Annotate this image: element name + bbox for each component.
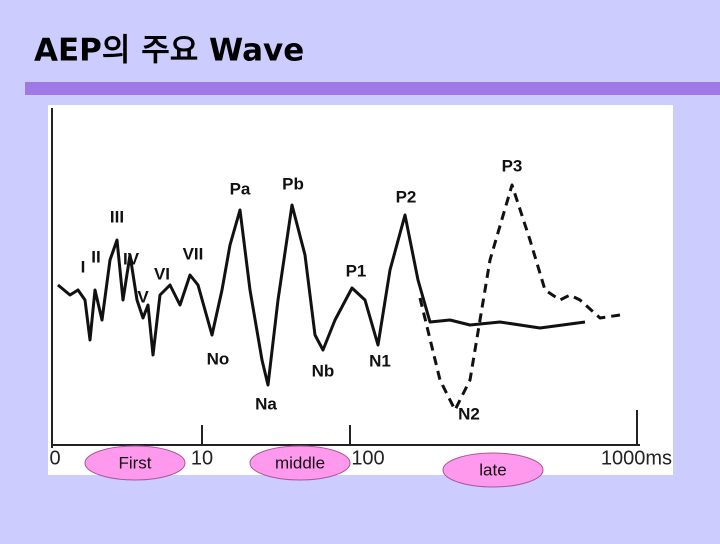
phase-label: First (118, 453, 151, 472)
peak-label: P3 (502, 156, 523, 175)
peak-label: V (137, 287, 149, 306)
peak-label: VI (154, 264, 170, 283)
peak-label: IV (123, 249, 140, 268)
peak-label: Nb (312, 361, 335, 380)
axis-label: 100 (351, 447, 384, 469)
phase-badge (249, 445, 351, 481)
axis-label: 1000ms (601, 447, 672, 469)
peak-label: N1 (369, 351, 391, 370)
figure-panel (48, 105, 673, 475)
phase-badge (84, 445, 186, 481)
peak-label: P1 (346, 261, 367, 280)
phase-badge (442, 452, 544, 488)
peak-label: III (110, 207, 124, 226)
phase-label: middle (275, 453, 325, 472)
peak-label: Pb (282, 174, 304, 193)
waveform (57, 203, 586, 387)
peak-label: VII (183, 244, 204, 263)
axis-label: 10 (191, 447, 213, 469)
peak-label: N2 (458, 404, 480, 423)
peak-label: I (81, 257, 86, 276)
peak-label: No (207, 349, 230, 368)
title-bar (25, 82, 720, 95)
waveform-late (418, 183, 621, 412)
peak-label: Pa (230, 179, 251, 198)
peak-label: P2 (396, 187, 417, 206)
phase-label: late (479, 460, 506, 479)
axis-label: 0 (49, 447, 60, 469)
peak-label: II (91, 247, 100, 266)
slide-title: AEP의 주요 Wave (34, 33, 304, 69)
peak-label: Na (255, 394, 277, 413)
